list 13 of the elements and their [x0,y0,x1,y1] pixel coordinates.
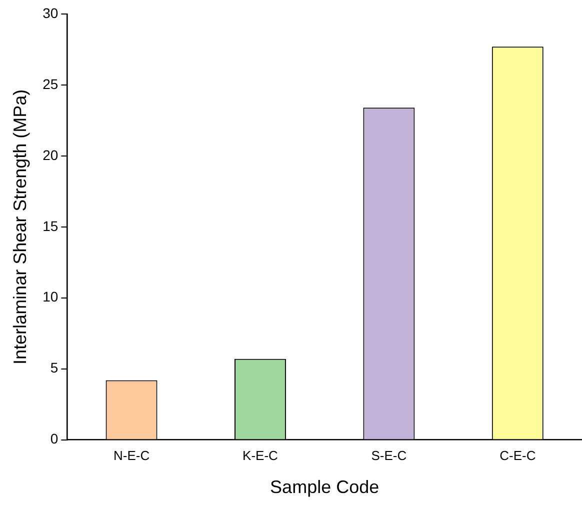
y-axis-title: Interlaminar Shear Strength (MPa) [10,89,30,364]
x-axis-title: Sample Code [270,477,380,498]
y-tick-label: 5 [50,360,58,376]
x-tick-label: K-E-C [242,448,278,464]
y-tick-label: 0 [50,430,58,447]
y-tick-label: 25 [42,76,58,92]
x-tick-label: S-E-C [371,448,407,464]
x-tick-label: C-E-C [500,448,536,464]
x-tick-label: N-E-C [113,448,150,464]
y-tick-label: 30 [42,4,58,21]
y-tick-label: 20 [42,146,58,163]
y-tick-label: 10 [42,288,58,305]
y-tick-label: 15 [42,218,58,234]
